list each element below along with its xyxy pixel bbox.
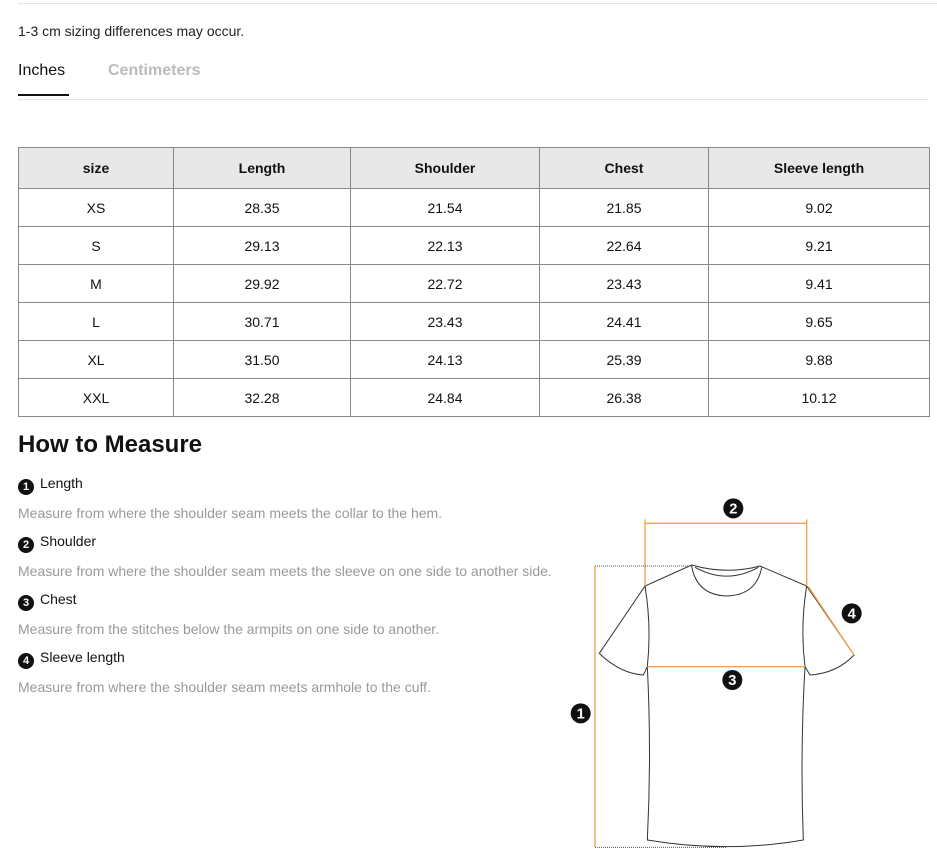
table-row: XXL 32.28 24.84 26.38 10.12 bbox=[18, 378, 930, 417]
number-2-icon: 2 bbox=[18, 537, 34, 553]
measure-item-shoulder: 2 Shoulder bbox=[18, 533, 96, 553]
measure-desc-length: Measure from where the shoulder seam mee… bbox=[18, 505, 443, 521]
table-cell: L bbox=[18, 302, 174, 341]
measure-item-length: 1 Length bbox=[18, 475, 83, 495]
measure-desc-sleeve: Measure from where the shoulder seam mee… bbox=[18, 679, 431, 695]
item-label: Length bbox=[40, 475, 83, 491]
marker-4: 4 bbox=[848, 606, 857, 622]
table-cell: 29.92 bbox=[173, 264, 351, 303]
sizing-note: 1-3 cm sizing differences may occur. bbox=[18, 23, 245, 39]
header-sleeve-length: Sleeve length bbox=[708, 147, 930, 189]
table-cell: 9.41 bbox=[708, 264, 930, 303]
table-cell: S bbox=[18, 226, 174, 265]
table-cell: 26.38 bbox=[539, 378, 709, 417]
marker-3: 3 bbox=[728, 673, 736, 689]
table-cell: 23.43 bbox=[539, 264, 709, 303]
size-table: size Length Shoulder Chest Sleeve length… bbox=[18, 147, 930, 417]
table-cell: 32.28 bbox=[173, 378, 351, 417]
table-cell: 31.50 bbox=[173, 340, 351, 379]
item-label: Shoulder bbox=[40, 533, 97, 549]
tshirt-outline bbox=[598, 564, 855, 848]
table-cell: XXL bbox=[18, 378, 174, 417]
table-row: M 29.92 22.72 23.43 9.41 bbox=[18, 264, 930, 303]
tshirt-measure-diagram: 2 4 3 1 bbox=[570, 498, 862, 848]
table-cell: 9.02 bbox=[708, 188, 930, 227]
table-cell: XL bbox=[18, 340, 174, 379]
header-shoulder: Shoulder bbox=[350, 147, 540, 189]
table-cell: 24.84 bbox=[350, 378, 540, 417]
header-length: Length bbox=[173, 147, 351, 189]
table-row: XS 28.35 21.54 21.85 9.02 bbox=[18, 188, 930, 227]
item-label: Sleeve length bbox=[40, 649, 125, 665]
marker-2: 2 bbox=[729, 501, 737, 517]
measure-desc-shoulder: Measure from where the shoulder seam mee… bbox=[18, 563, 552, 579]
table-cell: 24.41 bbox=[539, 302, 709, 341]
table-cell: 9.21 bbox=[708, 226, 930, 265]
table-cell: 29.13 bbox=[173, 226, 351, 265]
table-cell: 22.13 bbox=[350, 226, 540, 265]
measure-lines bbox=[594, 519, 855, 848]
table-cell: 21.85 bbox=[539, 188, 709, 227]
unit-tabs: Inches Centimeters bbox=[18, 62, 929, 100]
header-size: size bbox=[18, 147, 174, 189]
table-cell: 9.65 bbox=[708, 302, 930, 341]
table-cell: 28.35 bbox=[173, 188, 351, 227]
table-cell: 23.43 bbox=[350, 302, 540, 341]
table-cell: 22.72 bbox=[350, 264, 540, 303]
number-1-icon: 1 bbox=[18, 479, 34, 495]
tab-inches[interactable]: Inches bbox=[18, 62, 69, 96]
table-cell: M bbox=[18, 264, 174, 303]
table-row: XL 31.50 24.13 25.39 9.88 bbox=[18, 340, 930, 379]
measure-item-sleeve: 4 Sleeve length bbox=[18, 649, 125, 669]
tab-centimeters[interactable]: Centimeters bbox=[108, 62, 201, 79]
table-cell: XS bbox=[18, 188, 174, 227]
number-4-icon: 4 bbox=[18, 653, 34, 669]
header-chest: Chest bbox=[539, 147, 709, 189]
measure-item-chest: 3 Chest bbox=[18, 591, 77, 611]
table-cell: 25.39 bbox=[539, 340, 709, 379]
table-cell: 21.54 bbox=[350, 188, 540, 227]
table-cell: 24.13 bbox=[350, 340, 540, 379]
top-divider bbox=[18, 3, 937, 4]
table-cell: 10.12 bbox=[708, 378, 930, 417]
table-cell: 30.71 bbox=[173, 302, 351, 341]
table-row: S 29.13 22.13 22.64 9.21 bbox=[18, 226, 930, 265]
table-cell: 9.88 bbox=[708, 340, 930, 379]
measure-desc-chest: Measure from the stitches below the armp… bbox=[18, 621, 440, 637]
table-cell: 22.64 bbox=[539, 226, 709, 265]
marker-1: 1 bbox=[577, 706, 585, 722]
table-row: L 30.71 23.43 24.41 9.65 bbox=[18, 302, 930, 341]
item-label: Chest bbox=[40, 591, 77, 607]
how-to-measure-title: How to Measure bbox=[18, 431, 203, 458]
number-3-icon: 3 bbox=[18, 595, 34, 611]
